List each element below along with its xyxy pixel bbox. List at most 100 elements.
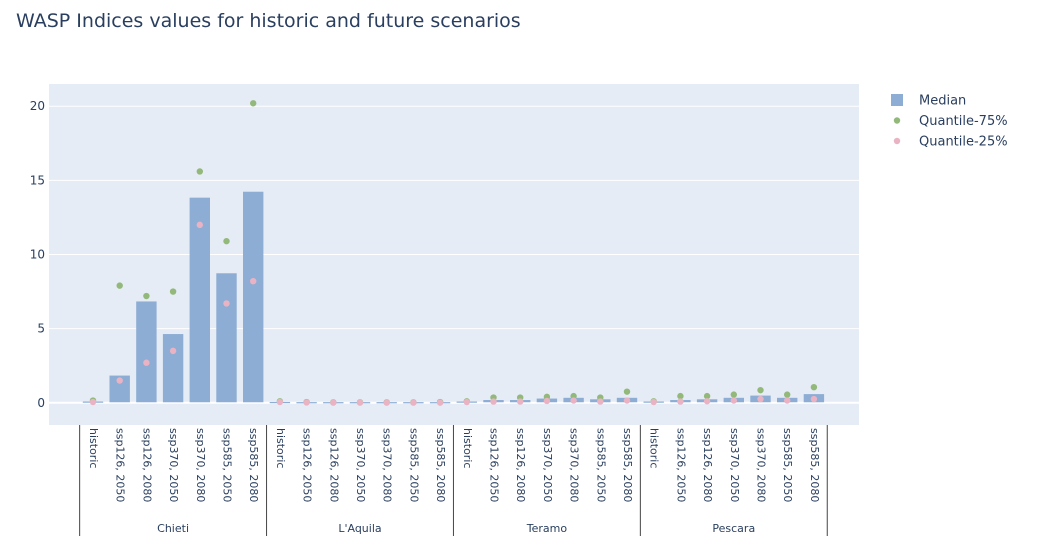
quantile-75-point: [623, 388, 631, 395]
x-tick-label: ssp126, 2080: [327, 428, 340, 502]
x-axis-categories: historic ssp126, 2050 ssp126, 2080 ssp370, …: [87, 428, 821, 502]
quantile-25-point: [543, 397, 551, 405]
quantile-25-point: [623, 397, 631, 404]
legend-item[interactable]: Quantile-25%: [893, 135, 1008, 150]
quantile-25-point: [89, 398, 97, 406]
median-bar: [109, 375, 130, 403]
quantile-75-point: [116, 282, 123, 289]
median-bar: [243, 191, 264, 403]
quantile-75-point: [250, 100, 257, 107]
quantile-25-point: [597, 398, 604, 405]
quantile-25-point: [517, 398, 524, 405]
x-tick-label: ssp370, 2080: [194, 428, 207, 502]
x-tick-label: ssp370, 2050: [541, 428, 554, 502]
x-tick-label: ssp585, 2050: [594, 428, 607, 502]
x-tick-label: historic: [87, 428, 100, 468]
quantile-75-point: [570, 392, 577, 400]
x-tick-label: ssp585, 2080: [808, 428, 821, 502]
y-tick-label: 5: [37, 322, 45, 336]
x-tick-label: ssp585, 2080: [247, 428, 260, 502]
x-tick-label: ssp585, 2080: [434, 428, 447, 502]
legend-item[interactable]: Median: [891, 94, 966, 109]
legend-swatch: [893, 137, 901, 145]
median-bar: [162, 334, 184, 403]
median-bar: [136, 301, 157, 403]
x-axis-groups: Chieti L'Aquila Teramo Pescara: [79, 425, 828, 536]
x-tick-label: ssp126, 2050: [488, 428, 501, 502]
legend-label: Quantile-25%: [919, 135, 1008, 150]
quantile-25-point: [196, 221, 203, 229]
quantile-75-point: [169, 288, 177, 295]
x-tick-label: ssp370, 2080: [755, 428, 768, 502]
quantile-25-point: [250, 277, 257, 285]
x-tick-label: ssp370, 2050: [354, 428, 367, 502]
quantile-75-point: [703, 392, 711, 400]
quantile-25-point: [703, 398, 711, 405]
median-bar: [216, 273, 237, 403]
quantile-25-point: [116, 377, 123, 384]
quantile-25-point: [383, 399, 390, 406]
quantile-25-point: [677, 398, 684, 405]
x-tick-label: historic: [461, 428, 474, 468]
y-tick-label: 0: [37, 396, 45, 410]
x-tick-label: ssp585, 2050: [781, 428, 794, 502]
quantile-25-point: [330, 399, 337, 406]
legend-swatch: [893, 117, 901, 124]
x-tick-label: historic: [274, 428, 287, 468]
x-tick-label: historic: [648, 428, 661, 468]
quantile-25-point: [223, 300, 230, 307]
x-tick-label: ssp126, 2080: [514, 428, 527, 502]
group-label: L'Aquila: [338, 522, 381, 535]
chart-title: WASP Indices values for historic and fut…: [16, 10, 521, 32]
x-tick-label: ssp370, 2050: [167, 428, 180, 502]
quantile-25-point: [436, 399, 444, 406]
x-tick-label: ssp370, 2080: [381, 428, 394, 502]
legend-label: Quantile-75%: [919, 114, 1008, 129]
x-tick-label: ssp585, 2080: [621, 428, 634, 502]
quantile-25-point: [730, 397, 737, 404]
quantile-25-point: [463, 398, 470, 406]
y-tick-label: 10: [30, 248, 45, 262]
legend[interactable]: Median Quantile-75% Quantile-25%: [891, 94, 1008, 150]
gridlines: [49, 105, 859, 404]
quantile-25-point: [810, 395, 818, 403]
quantile-75-point: [143, 292, 150, 300]
quantile-25-point: [757, 395, 764, 403]
x-tick-label: ssp585, 2050: [407, 428, 420, 502]
y-tick-label: 20: [30, 99, 45, 113]
quantile-75-point: [196, 168, 203, 175]
y-axis-ticks: 0 5 10 15 20: [30, 99, 45, 410]
quantile-25-point: [784, 397, 791, 404]
quantile-75-point: [757, 386, 764, 394]
quantile-75-point: [784, 391, 791, 398]
x-tick-label: ssp126, 2050: [674, 428, 687, 502]
quantile-25-points: [89, 221, 818, 406]
y-tick-label: 15: [30, 173, 45, 187]
quantile-75-point: [730, 391, 737, 398]
quantile-25-point: [650, 398, 657, 406]
x-tick-label: ssp370, 2050: [728, 428, 741, 502]
quantile-25-point: [570, 397, 577, 404]
quantile-25-point: [356, 399, 364, 406]
x-tick-label: ssp585, 2050: [221, 428, 234, 502]
group-label: Pescara: [712, 522, 755, 535]
median-bar: [189, 197, 210, 403]
quantile-25-point: [303, 399, 310, 406]
quantile-25-point: [276, 398, 284, 406]
legend-swatch: [891, 94, 903, 106]
x-tick-label: ssp126, 2080: [701, 428, 714, 502]
quantile-75-point: [810, 383, 818, 391]
quantile-25-point: [143, 359, 150, 366]
x-tick-label: ssp126, 2050: [301, 428, 314, 502]
group-label: Chieti: [157, 522, 189, 535]
group-label: Teramo: [526, 522, 568, 535]
quantile-75-point: [677, 392, 684, 400]
x-tick-label: ssp126, 2080: [140, 428, 153, 502]
quantile-75-point: [223, 237, 230, 245]
x-tick-label: ssp126, 2050: [114, 428, 127, 502]
quantile-25-point: [169, 347, 177, 355]
quantile-25-point: [410, 399, 417, 406]
legend-item[interactable]: Quantile-75%: [893, 114, 1008, 129]
legend-label: Median: [919, 94, 966, 109]
